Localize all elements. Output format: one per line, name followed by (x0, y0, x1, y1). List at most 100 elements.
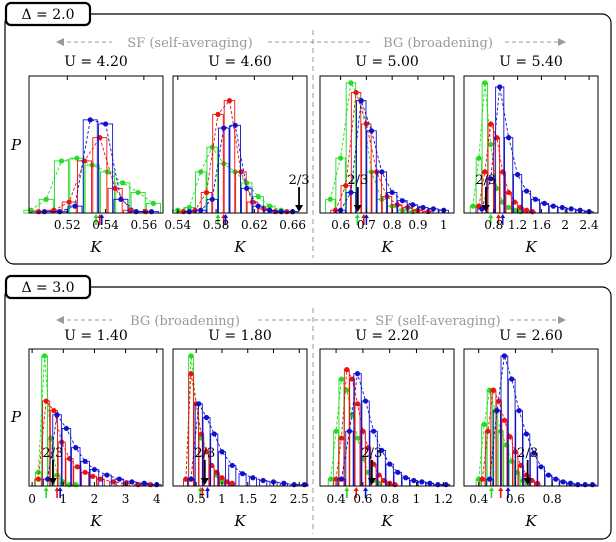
data-point-blue (87, 117, 93, 123)
xlabel: K (233, 238, 246, 256)
data-point-blue (515, 172, 521, 178)
data-point-blue (523, 431, 530, 437)
fit-curve-red (478, 122, 533, 213)
data-point-blue (244, 185, 250, 191)
data-point-green (74, 155, 80, 161)
data-point-blue (270, 479, 277, 485)
subplot-frame (172, 75, 308, 214)
x-tick-label: 3 (122, 492, 130, 506)
subplot-frame (319, 75, 455, 214)
subplot-title: U = 5.00 (355, 54, 419, 70)
data-point-green (488, 141, 494, 148)
data-point-red (523, 207, 530, 213)
mean-arrowhead-green (215, 214, 221, 218)
data-point-green (333, 428, 339, 434)
histogram-bar-red (235, 171, 247, 214)
data-point-green (89, 162, 95, 168)
data-point-red (203, 449, 210, 455)
x-tick-label: 0.8 (380, 492, 399, 506)
x-tick-label: 0.6 (506, 492, 525, 506)
data-point-blue (45, 476, 51, 482)
data-point-green (221, 161, 227, 167)
x-tick-label: 1.5 (238, 492, 257, 506)
data-point-blue (506, 135, 512, 141)
mean-arrowhead-blue (99, 214, 105, 218)
subplot-title: U = 4.20 (64, 54, 128, 70)
data-point-green (509, 458, 515, 464)
histogram-bar-blue (493, 410, 501, 487)
fit-curve-red (185, 373, 233, 484)
data-point-red (226, 98, 233, 104)
data-point-blue (346, 428, 353, 434)
data-point-red (82, 469, 88, 475)
x-tick-label: 1 (59, 492, 67, 506)
subplot-frame (172, 348, 308, 487)
x-tick-label: 0.62 (241, 218, 268, 232)
x-tick-label: 1.6 (532, 218, 551, 232)
reference-arrowhead (353, 205, 362, 212)
data-point-red (343, 183, 349, 189)
x-tick-label: 0.8 (484, 218, 503, 232)
regime-label-bg-bottom: BG (broadening) (130, 314, 240, 329)
data-point-blue (501, 353, 507, 359)
x-tick-label: 2 (561, 218, 569, 232)
data-point-red (43, 398, 49, 404)
data-point-red (485, 428, 491, 434)
fit-curve-red (38, 136, 146, 213)
xlabel: K (524, 512, 537, 530)
data-point-blue (118, 196, 124, 202)
mean-arrowhead-blue (500, 214, 506, 218)
data-point-blue (532, 196, 539, 202)
data-point-blue (198, 207, 204, 213)
xlabel: K (380, 238, 393, 256)
x-tick-label: 0.54 (92, 218, 119, 232)
data-point-green (150, 200, 157, 207)
subplot-5: U = 1.80 2/3 0.5 1 1.5 2 2.5 K (172, 328, 309, 530)
data-point-blue (358, 98, 364, 104)
data-point-red (479, 476, 485, 482)
x-tick-label: 2.4 (580, 218, 599, 232)
regime-arrow-right-head-2 (558, 316, 566, 324)
histogram-bar-red (65, 458, 74, 487)
data-point-red (344, 366, 350, 373)
reference-arrowhead (481, 205, 490, 212)
histogram-bar-blue (217, 127, 230, 214)
subplot-1: U = 4.60 2/3 0.54 0.58 0.62 0.66 K (164, 54, 309, 256)
data-point-blue (82, 458, 88, 464)
x-tick-label: 1 (218, 492, 226, 506)
x-tick-label: 1.2 (434, 492, 453, 506)
data-point-green (354, 435, 361, 441)
histogram-bar-red (188, 373, 194, 487)
data-point-blue (550, 203, 556, 209)
data-point-red (338, 435, 345, 441)
data-point-blue (389, 189, 395, 196)
histogram-bar-red (223, 100, 236, 214)
data-point-green (348, 80, 354, 86)
data-point-red (51, 408, 57, 414)
fit-curve-red (335, 368, 396, 486)
data-point-red (488, 121, 494, 127)
data-point-red (219, 475, 225, 481)
subplot-0: U = 4.20 0.52 0.54 0.56 K (23, 54, 164, 256)
xlabel: K (89, 238, 102, 256)
data-point-blue (410, 202, 416, 208)
data-point-blue (430, 206, 436, 212)
data-point-green (198, 169, 204, 175)
data-point-blue (196, 401, 202, 407)
subplot-title: U = 5.40 (499, 54, 563, 70)
fit-curve-red (183, 99, 287, 213)
reference-arrowhead (523, 478, 532, 485)
data-point-green (327, 196, 333, 202)
data-point-red (506, 189, 512, 196)
x-tick-label: 0.9 (408, 218, 427, 232)
mean-arrowhead-red (498, 487, 504, 491)
data-point-blue (411, 477, 417, 484)
fit-curve-green (37, 355, 76, 486)
x-tick-label: 1 (413, 492, 421, 506)
data-point-blue (211, 431, 217, 437)
data-point-green (58, 158, 65, 164)
data-point-green (244, 180, 250, 186)
fit-curve-blue (481, 86, 590, 213)
regime-label-sf-bottom: SF (self-averaging) (375, 314, 500, 329)
data-point-green (186, 204, 192, 211)
